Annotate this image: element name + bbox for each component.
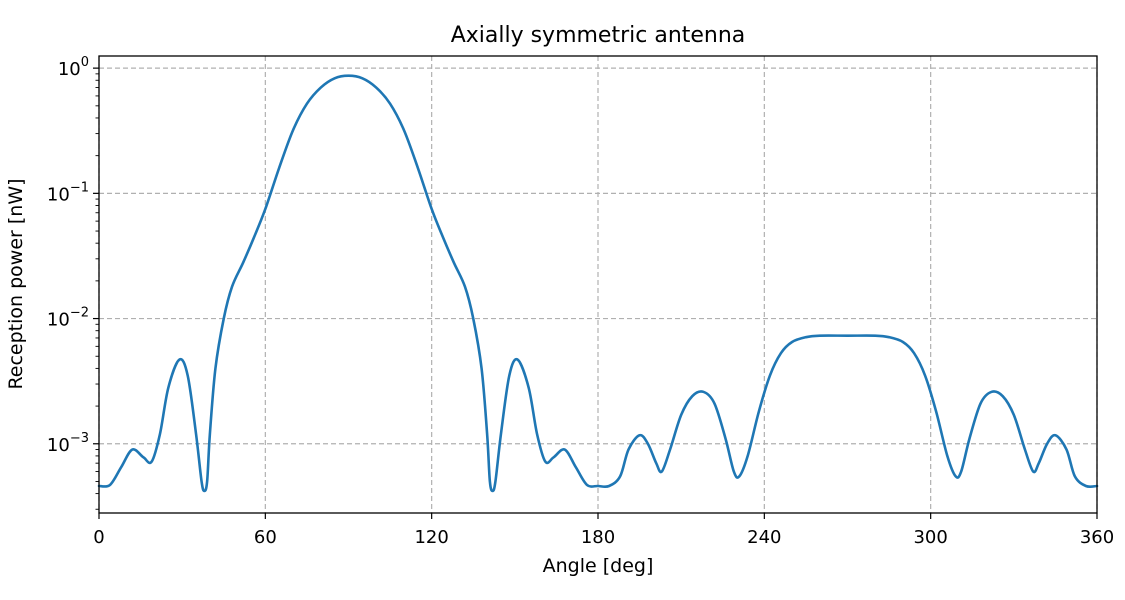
x-tick-label: 240	[747, 527, 781, 548]
y-tick-base: 10	[47, 310, 70, 331]
x-tick-label: 180	[581, 527, 615, 548]
x-tick-label: 60	[254, 527, 277, 548]
x-axis-label: Angle [deg]	[543, 555, 654, 577]
y-tick-base: 10	[58, 59, 81, 80]
y-tick-base: 10	[47, 435, 70, 456]
y-tick-label: 10−1	[47, 180, 89, 205]
y-tick-exponent: 0	[81, 55, 89, 70]
chart-title: Axially symmetric antenna	[451, 23, 746, 48]
series-line	[97, 74, 1099, 493]
x-tick-label: 0	[93, 527, 104, 548]
y-tick-label: 10−2	[47, 306, 89, 331]
y-tick-base: 10	[47, 184, 70, 205]
y-tick-label: 100	[58, 55, 89, 80]
y-tick-exponent: −2	[70, 306, 89, 321]
series-group	[97, 74, 1099, 493]
y-tick-exponent: −3	[70, 431, 89, 446]
y-tick-label: 10−3	[47, 431, 89, 456]
x-tick-label: 300	[913, 527, 947, 548]
x-tick-label: 120	[414, 527, 448, 548]
x-tick-label: 360	[1080, 527, 1114, 548]
y-axis-label: Reception power [nW]	[5, 178, 27, 389]
y-tick-exponent: −1	[70, 180, 89, 195]
